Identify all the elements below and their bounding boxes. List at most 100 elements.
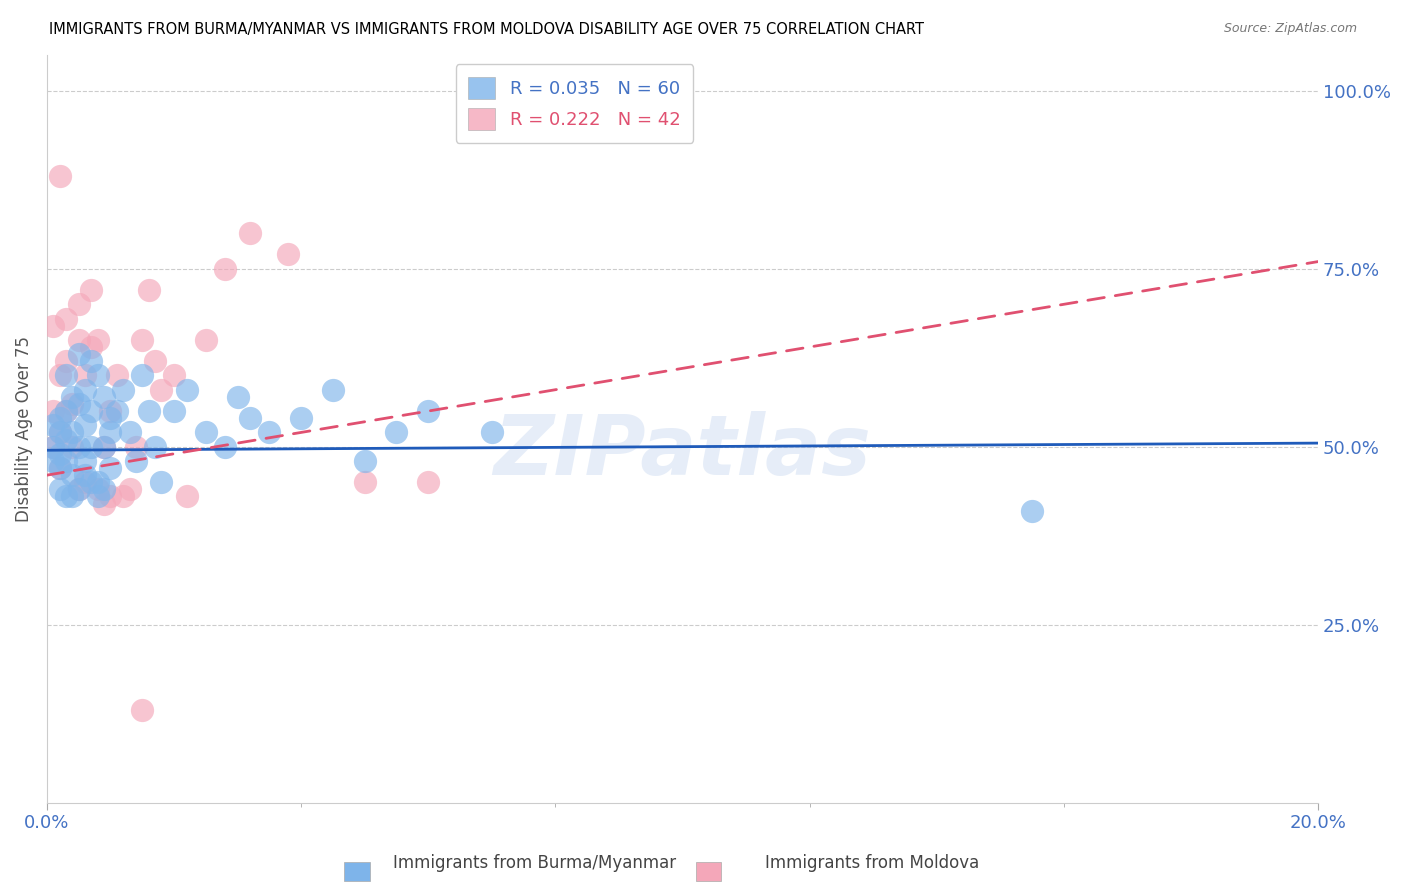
Point — [48, 411, 70, 425]
Point — [48, 425, 70, 440]
Point — [239, 411, 262, 425]
Point — [118, 425, 141, 440]
Point — [73, 475, 96, 490]
Point — [176, 490, 198, 504]
Point — [100, 490, 122, 504]
Point — [125, 454, 148, 468]
Point — [80, 354, 103, 368]
Point — [60, 397, 83, 411]
Point — [138, 283, 160, 297]
Point — [67, 483, 90, 497]
Point — [194, 425, 217, 440]
Point — [259, 425, 281, 440]
Point — [163, 404, 186, 418]
Point — [67, 347, 90, 361]
Point — [138, 404, 160, 418]
Point — [353, 454, 375, 468]
Point — [100, 411, 122, 425]
Point — [105, 404, 128, 418]
Point — [60, 425, 83, 440]
Point — [93, 483, 115, 497]
Point — [418, 404, 440, 418]
Point — [277, 247, 299, 261]
Point — [93, 440, 115, 454]
Point — [67, 440, 90, 454]
Point — [87, 490, 110, 504]
Point — [55, 368, 77, 383]
Point — [385, 425, 408, 440]
Point — [93, 390, 115, 404]
Point — [150, 383, 173, 397]
Point — [163, 368, 186, 383]
Point — [48, 461, 70, 475]
Point — [73, 418, 96, 433]
Text: Immigrants from Burma/Myanmar: Immigrants from Burma/Myanmar — [392, 855, 676, 872]
Point — [290, 411, 312, 425]
Point — [105, 368, 128, 383]
Point — [55, 454, 77, 468]
Point — [93, 497, 115, 511]
Point — [48, 425, 70, 440]
Point — [42, 404, 65, 418]
Point — [42, 440, 65, 454]
Point — [60, 468, 83, 483]
Point — [60, 490, 83, 504]
Point — [87, 333, 110, 347]
Point — [55, 490, 77, 504]
Point — [226, 390, 249, 404]
Text: Immigrants from Moldova: Immigrants from Moldova — [765, 855, 979, 872]
Point — [73, 454, 96, 468]
Point — [80, 440, 103, 454]
Point — [55, 433, 77, 447]
Point — [60, 440, 83, 454]
Point — [80, 283, 103, 297]
Point — [322, 383, 344, 397]
Point — [239, 226, 262, 240]
Point — [60, 390, 83, 404]
Text: ZIPatlas: ZIPatlas — [494, 411, 872, 491]
Point — [176, 383, 198, 397]
Point — [194, 333, 217, 347]
Point — [73, 368, 96, 383]
Point — [100, 425, 122, 440]
Point — [131, 368, 153, 383]
Point — [112, 383, 135, 397]
Point — [42, 318, 65, 333]
Point — [80, 475, 103, 490]
Point — [48, 447, 70, 461]
Point — [80, 340, 103, 354]
Point — [131, 333, 153, 347]
Point — [67, 483, 90, 497]
Point — [42, 440, 65, 454]
Point — [42, 454, 65, 468]
Text: IMMIGRANTS FROM BURMA/MYANMAR VS IMMIGRANTS FROM MOLDOVA DISABILITY AGE OVER 75 : IMMIGRANTS FROM BURMA/MYANMAR VS IMMIGRA… — [49, 22, 924, 37]
Point — [73, 383, 96, 397]
Point — [87, 475, 110, 490]
Point — [87, 483, 110, 497]
Point — [214, 261, 236, 276]
Point — [150, 475, 173, 490]
Point — [73, 468, 96, 483]
Point — [100, 404, 122, 418]
Point — [93, 440, 115, 454]
Point — [214, 440, 236, 454]
Point — [55, 354, 77, 368]
Point — [48, 461, 70, 475]
Point — [42, 418, 65, 433]
Point — [48, 368, 70, 383]
Point — [143, 440, 166, 454]
Point — [481, 425, 503, 440]
Point — [55, 404, 77, 418]
Point — [67, 297, 90, 311]
Point — [55, 404, 77, 418]
Point — [118, 483, 141, 497]
Point — [48, 169, 70, 183]
Point — [100, 461, 122, 475]
Y-axis label: Disability Age Over 75: Disability Age Over 75 — [15, 336, 32, 522]
Point — [80, 404, 103, 418]
Point — [131, 703, 153, 717]
Point — [112, 490, 135, 504]
Point — [67, 333, 90, 347]
Legend: R = 0.035   N = 60, R = 0.222   N = 42: R = 0.035 N = 60, R = 0.222 N = 42 — [456, 64, 693, 143]
Point — [55, 311, 77, 326]
